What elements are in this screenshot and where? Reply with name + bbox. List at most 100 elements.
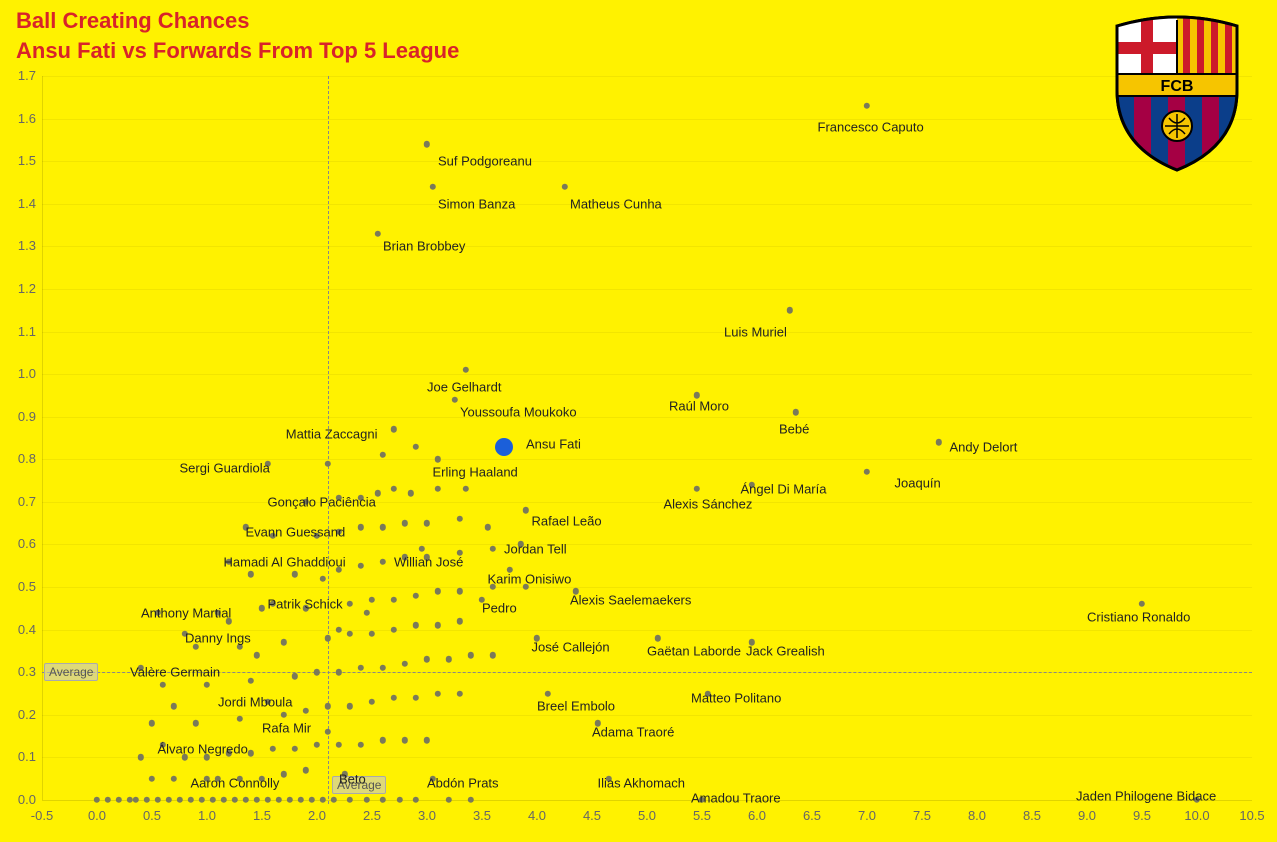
point-label: Joaquín bbox=[895, 475, 941, 490]
data-point bbox=[286, 797, 292, 803]
data-point bbox=[292, 571, 298, 577]
data-point bbox=[864, 103, 870, 109]
data-point bbox=[363, 609, 369, 615]
data-point bbox=[220, 797, 226, 803]
data-point bbox=[792, 409, 798, 415]
x-tick-label: 5.0 bbox=[633, 808, 661, 823]
x-tick-label: 5.5 bbox=[688, 808, 716, 823]
x-tick-label: 7.0 bbox=[853, 808, 881, 823]
data-point bbox=[94, 797, 100, 803]
data-point bbox=[264, 797, 270, 803]
data-point bbox=[336, 741, 342, 747]
data-point bbox=[468, 797, 474, 803]
data-point bbox=[369, 631, 375, 637]
data-point bbox=[380, 524, 386, 530]
data-point bbox=[209, 797, 215, 803]
data-point bbox=[347, 601, 353, 607]
y-tick-label: 1.3 bbox=[18, 238, 36, 253]
data-point bbox=[424, 656, 430, 662]
point-label: Patrik Schick bbox=[268, 597, 343, 612]
point-label: Joe Gelhardt bbox=[427, 379, 501, 394]
data-point bbox=[864, 469, 870, 475]
data-point bbox=[402, 520, 408, 526]
data-point bbox=[358, 524, 364, 530]
data-point bbox=[171, 703, 177, 709]
data-point bbox=[248, 678, 254, 684]
data-point bbox=[336, 626, 342, 632]
y-tick-label: 0.0 bbox=[18, 792, 36, 807]
data-point bbox=[319, 797, 325, 803]
data-point bbox=[336, 669, 342, 675]
y-tick-label: 0.4 bbox=[18, 622, 36, 637]
data-point bbox=[693, 486, 699, 492]
point-label: Raúl Moro bbox=[669, 399, 729, 414]
data-point bbox=[396, 797, 402, 803]
y-tick-label: 0.1 bbox=[18, 749, 36, 764]
data-point bbox=[490, 652, 496, 658]
y-tick-label: 0.3 bbox=[18, 664, 36, 679]
data-point bbox=[237, 716, 243, 722]
data-point bbox=[253, 652, 259, 658]
point-label: Jack Grealish bbox=[746, 643, 825, 658]
data-point bbox=[253, 797, 259, 803]
data-point bbox=[292, 673, 298, 679]
point-label: Alexis Sánchez bbox=[664, 497, 753, 512]
data-point bbox=[116, 797, 122, 803]
data-point bbox=[149, 720, 155, 726]
point-label: Álvaro Negredo bbox=[158, 741, 248, 756]
y-tick-label: 0.7 bbox=[18, 494, 36, 509]
gridline-h bbox=[42, 587, 1252, 588]
gridline-h bbox=[42, 332, 1252, 333]
y-tick-label: 1.5 bbox=[18, 153, 36, 168]
data-point bbox=[187, 797, 193, 803]
y-tick-label: 0.2 bbox=[18, 707, 36, 722]
point-label: Pedro bbox=[482, 601, 517, 616]
point-label: Erling Haaland bbox=[433, 465, 518, 480]
data-point bbox=[655, 635, 661, 641]
x-tick-label: 4.5 bbox=[578, 808, 606, 823]
data-point bbox=[457, 516, 463, 522]
point-label: Matheus Cunha bbox=[570, 196, 662, 211]
data-point bbox=[358, 665, 364, 671]
data-point bbox=[413, 622, 419, 628]
y-tick-label: 1.4 bbox=[18, 196, 36, 211]
gridline-h bbox=[42, 757, 1252, 758]
data-point bbox=[935, 439, 941, 445]
data-point bbox=[457, 690, 463, 696]
point-label: Matteo Politano bbox=[691, 690, 781, 705]
x-tick-label: 3.0 bbox=[413, 808, 441, 823]
data-point bbox=[435, 622, 441, 628]
data-point bbox=[325, 635, 331, 641]
data-point bbox=[787, 307, 793, 313]
point-label: Francesco Caputo bbox=[818, 120, 924, 135]
data-point bbox=[380, 737, 386, 743]
data-point bbox=[303, 707, 309, 713]
y-tick-label: 0.5 bbox=[18, 579, 36, 594]
point-label: Hamadi Al Ghaddioui bbox=[224, 554, 346, 569]
data-point bbox=[198, 797, 204, 803]
data-point bbox=[462, 486, 468, 492]
crest-text: FCB bbox=[1161, 78, 1194, 95]
data-point bbox=[391, 597, 397, 603]
x-tick-label: 2.5 bbox=[358, 808, 386, 823]
point-label: Karim Onisiwo bbox=[488, 571, 572, 586]
data-point bbox=[391, 426, 397, 432]
data-point bbox=[523, 507, 529, 513]
data-point bbox=[391, 626, 397, 632]
data-point bbox=[303, 767, 309, 773]
x-tick-label: 10.5 bbox=[1238, 808, 1266, 823]
point-label: Ilias Akhomach bbox=[598, 775, 685, 790]
data-point bbox=[380, 558, 386, 564]
data-point bbox=[105, 797, 111, 803]
x-tick-label: 8.0 bbox=[963, 808, 991, 823]
x-tick-label: 4.0 bbox=[523, 808, 551, 823]
data-point bbox=[413, 443, 419, 449]
point-label: Youssoufa Moukoko bbox=[460, 405, 577, 420]
data-point bbox=[138, 754, 144, 760]
data-point bbox=[281, 639, 287, 645]
data-point bbox=[407, 490, 413, 496]
data-point bbox=[325, 460, 331, 466]
gridline-h bbox=[42, 161, 1252, 162]
data-point bbox=[314, 669, 320, 675]
data-point bbox=[451, 396, 457, 402]
